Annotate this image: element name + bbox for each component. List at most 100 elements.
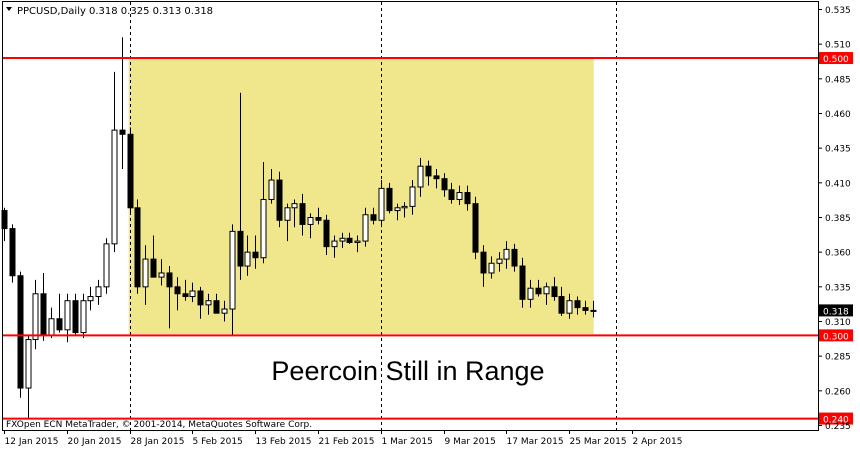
candle [237,92,244,280]
candle-body-up [268,179,275,200]
candle-body-up [362,214,369,242]
candle [456,185,463,206]
y-tick-label: 0.410 [825,179,851,189]
candle-body-down [472,203,479,253]
candle [134,199,141,294]
candle-body-down [72,300,79,334]
plot-frame [2,1,819,431]
candle [511,243,518,272]
candle-body-up [566,300,573,314]
candle-body-up [409,186,416,207]
candle [394,203,401,221]
candle-body-down [558,296,565,314]
x-tick-label: 20 Jan 2015 [68,437,122,447]
candle-body-up [503,248,510,260]
x-tick-label: 5 Feb 2015 [193,437,243,447]
candle-body-up [80,300,87,334]
candle-body-down [237,230,244,267]
candle [496,252,503,272]
level-label: 0.500 [823,55,849,65]
candle [142,245,149,305]
candle [480,245,487,287]
candle [488,256,495,279]
candle [25,335,32,419]
candle-body-up [417,165,424,188]
range-box [128,58,594,334]
candle-body-up [496,258,503,264]
candle-body-down [127,133,134,209]
candle-body-down [182,293,189,298]
candle [197,286,204,319]
candle [299,193,306,236]
candle [95,279,102,305]
candle [378,180,385,228]
candle-body-down [150,258,157,278]
y-tick-label: 0.385 [825,214,851,224]
candle-body-down [315,217,322,221]
current-price-label: 0.318 [823,307,849,317]
candle-body-down [370,214,377,221]
candle-body-up [25,339,32,389]
candle [244,235,251,276]
y-tick-label: 0.335 [825,283,851,293]
candle [354,235,361,253]
candle [87,286,94,311]
collapse-arrow-icon[interactable] [6,7,12,11]
candle [111,71,118,253]
candle [339,232,346,249]
candle [425,160,432,186]
candle-body-down [299,203,306,225]
y-tick-label: 0.485 [825,75,851,85]
candle [189,282,196,303]
y-tick-label: 0.460 [825,110,851,120]
x-tick-label: 1 Mar 2015 [382,437,433,447]
candle-body-up [354,240,361,243]
candle [284,203,291,242]
candle [291,199,298,228]
candle [103,238,110,294]
candle-body-down [56,318,63,331]
candle-body-up [111,129,118,245]
candle-body-up [229,230,236,310]
candle-body-up [244,251,251,267]
candle [119,37,126,169]
candle-body-down [213,300,220,314]
candle-body-down [448,189,455,200]
candle-body-up [307,217,314,225]
candle-body-down [166,272,173,288]
candle-body-down [174,286,181,295]
candle-body-up [291,203,298,209]
candle-body-down [346,237,353,243]
candle-body-up [189,290,196,298]
level-label: 0.240 [823,416,849,426]
candle [519,257,526,308]
candle-body-down [119,129,126,135]
x-tick-label: 25 Mar 2015 [570,437,627,447]
candle-body-up [401,205,408,209]
candle [229,224,236,336]
candle-body-down [535,287,542,295]
candle [268,168,275,204]
candle [582,300,589,315]
candle [80,293,87,339]
candle [448,182,455,204]
y-tick-label: 0.285 [825,353,851,363]
level-label-bg [819,329,853,342]
candle [56,293,63,333]
candle [221,300,228,322]
candle-body-down [134,207,141,288]
candle [64,293,71,343]
symbol-label: PPCUSD,Daily [17,6,86,17]
y-tick-label: 0.435 [825,145,851,155]
candle [127,127,134,214]
x-tick-label: 28 Jan 2015 [131,437,185,447]
candle [566,293,573,319]
candle-body-down [40,293,47,336]
candle-body-down [197,290,204,306]
candle [464,185,471,211]
candle [558,286,565,316]
candle [401,202,408,218]
candle-body-down [9,228,16,277]
